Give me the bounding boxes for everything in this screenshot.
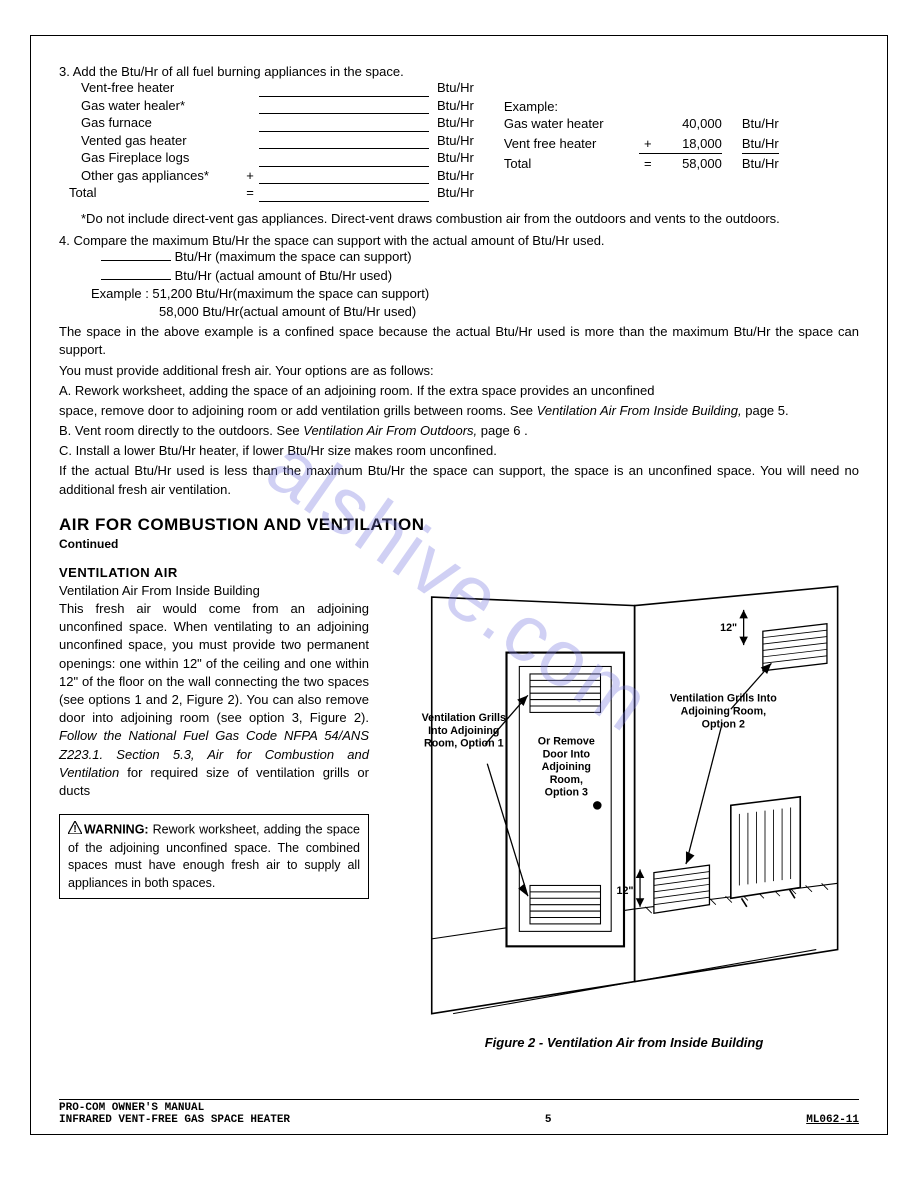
section-3-block: 3. Add the Btu/Hr of all fuel burning ap… — [59, 64, 859, 206]
section-3-left: 3. Add the Btu/Hr of all fuel burning ap… — [59, 64, 474, 206]
body-option-a: A. Rework worksheet, adding the space of… — [59, 382, 859, 400]
footer-left: PRO-COM OWNER'S MANUAL INFRARED VENT-FRE… — [59, 1102, 290, 1126]
continued-label: Continued — [59, 537, 859, 551]
section-3-note: *Do not include direct-vent gas applianc… — [81, 210, 859, 228]
appliance-unit: Btu/Hr — [437, 79, 474, 97]
body-option-c: C. Install a lower Btu/Hr heater, if low… — [59, 442, 859, 460]
example-block: Example: Gas water heater 40,000 Btu/Hr … — [504, 99, 779, 206]
example-title: Example: — [504, 99, 779, 114]
svg-text:12": 12" — [720, 622, 737, 634]
appliance-row: Gas water healer* Btu/Hr — [81, 97, 474, 115]
section-4-example: 58,000 Btu/Hr(actual amount of Btu/Hr us… — [159, 303, 859, 321]
svg-text:12": 12" — [617, 885, 634, 897]
appliance-row: Gas furnace Btu/Hr — [81, 114, 474, 132]
ventilation-subheading: Ventilation Air From Inside Building — [59, 582, 369, 600]
body-para: The space in the above example is a conf… — [59, 323, 859, 359]
ventilation-paragraph: This fresh air would come from an adjoin… — [59, 600, 369, 800]
appliance-row: Vented gas heater Btu/Hr — [81, 132, 474, 150]
footer-page-number: 5 — [290, 1114, 806, 1126]
appliance-row-total: Total = Btu/Hr — [69, 184, 474, 202]
appliance-label: Vent-free heater — [81, 79, 241, 97]
svg-text:!: ! — [73, 824, 76, 834]
page-frame: alshive.com 3. Add the Btu/Hr of all fue… — [30, 35, 888, 1135]
air-heading: AIR FOR COMBUSTION AND VENTILATION — [59, 515, 859, 535]
body-option-b: B. Vent room directly to the outdoors. S… — [59, 422, 859, 440]
footer-code: ML062-11 — [806, 1114, 859, 1126]
ventilation-air-heading: VENTILATION AIR — [59, 565, 369, 580]
diagram-label-option3: Or Remove Door Into Adjoining Room, Opti… — [533, 736, 599, 800]
body-para: You must provide additional fresh air. Y… — [59, 362, 859, 380]
warning-icon: ! — [68, 821, 82, 840]
diagram-label-option1: Ventilation Grills Into Adjoining Room, … — [421, 712, 506, 750]
blank-line — [259, 84, 429, 97]
appliance-row: Gas Fireplace logs Btu/Hr — [81, 149, 474, 167]
example-row: Vent free heater + 18,000 Btu/Hr — [504, 134, 779, 155]
left-column: VENTILATION AIR Ventilation Air From Ins… — [59, 565, 369, 899]
warning-box: ! WARNING: Rework worksheet, adding the … — [59, 814, 369, 899]
example-row: Total = 58,000 Btu/Hr — [504, 154, 779, 174]
appliance-row: Other gas appliances* + Btu/Hr — [81, 167, 474, 185]
example-row: Gas water heater 40,000 Btu/Hr — [504, 114, 779, 134]
body-option-a2: space, remove door to adjoining room or … — [59, 402, 859, 420]
section-4-block: 4. Compare the maximum Btu/Hr the space … — [59, 233, 859, 321]
page-footer: PRO-COM OWNER'S MANUAL INFRARED VENT-FRE… — [59, 1099, 859, 1126]
diagram-label-option2: Ventilation Grills Into Adjoining Room, … — [665, 693, 782, 731]
section-4-line: Btu/Hr (actual amount of Btu/Hr used) — [101, 267, 859, 285]
section-4-lead: 4. Compare the maximum Btu/Hr the space … — [59, 233, 859, 248]
ventilation-diagram: 12" 12" Ventilation Grills Into Adjoin — [389, 565, 859, 1024]
body-para-final: If the actual Btu/Hr used is less than t… — [59, 462, 859, 498]
section-4-line: Btu/Hr (maximum the space can support) — [101, 248, 859, 266]
warning-label: WARNING: — [84, 823, 149, 837]
appliance-row: Vent-free heater Btu/Hr — [81, 79, 474, 97]
figure-caption: Figure 2 - Ventilation Air from Inside B… — [389, 1035, 859, 1050]
section-4-example: Example : 51,200 Btu/Hr(maximum the spac… — [91, 285, 859, 303]
two-column-layout: VENTILATION AIR Ventilation Air From Ins… — [59, 565, 859, 1050]
right-column: 12" 12" Ventilation Grills Into Adjoin — [389, 565, 859, 1050]
section-3-lead: 3. Add the Btu/Hr of all fuel burning ap… — [59, 64, 474, 79]
